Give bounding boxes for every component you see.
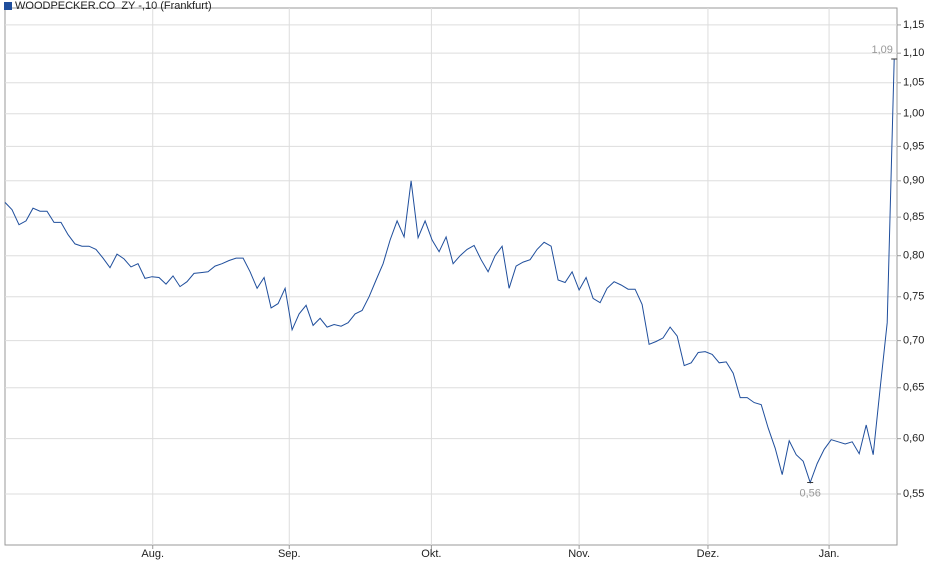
- y-tick-label: 0,70: [903, 335, 924, 347]
- x-tick-label: Okt.: [421, 548, 441, 560]
- plot-area: [4, 7, 898, 546]
- x-tick-label: Jan.: [819, 548, 840, 560]
- extreme-label: 0,56: [799, 487, 820, 499]
- y-tick-label: 0,55: [903, 488, 924, 500]
- extreme-label: 1,09: [871, 44, 892, 56]
- legend-swatch: [4, 2, 12, 10]
- x-tick-label: Aug.: [141, 548, 164, 560]
- price-line: [4, 58, 895, 485]
- y-tick-label: 1,10: [903, 47, 924, 59]
- y-tick-label: 1,15: [903, 19, 924, 31]
- x-tick-label: Sep.: [278, 548, 301, 560]
- x-tick-label: Nov.: [568, 548, 590, 560]
- legend-label: WOODPECKER.CO ZY -,10 (Frankfurt): [15, 0, 212, 12]
- y-tick-label: 1,05: [903, 77, 924, 89]
- y-tick-label: 0,95: [903, 140, 924, 152]
- y-tick-label: 0,60: [903, 433, 924, 445]
- y-tick-label: 0,75: [903, 291, 924, 303]
- y-tick-label: 1,00: [903, 108, 924, 120]
- y-tick-label: 0,85: [903, 211, 924, 223]
- y-tick-label: 0,80: [903, 250, 924, 262]
- y-tick-label: 0,90: [903, 175, 924, 187]
- x-tick-label: Dez.: [697, 548, 720, 560]
- y-tick-label: 0,65: [903, 382, 924, 394]
